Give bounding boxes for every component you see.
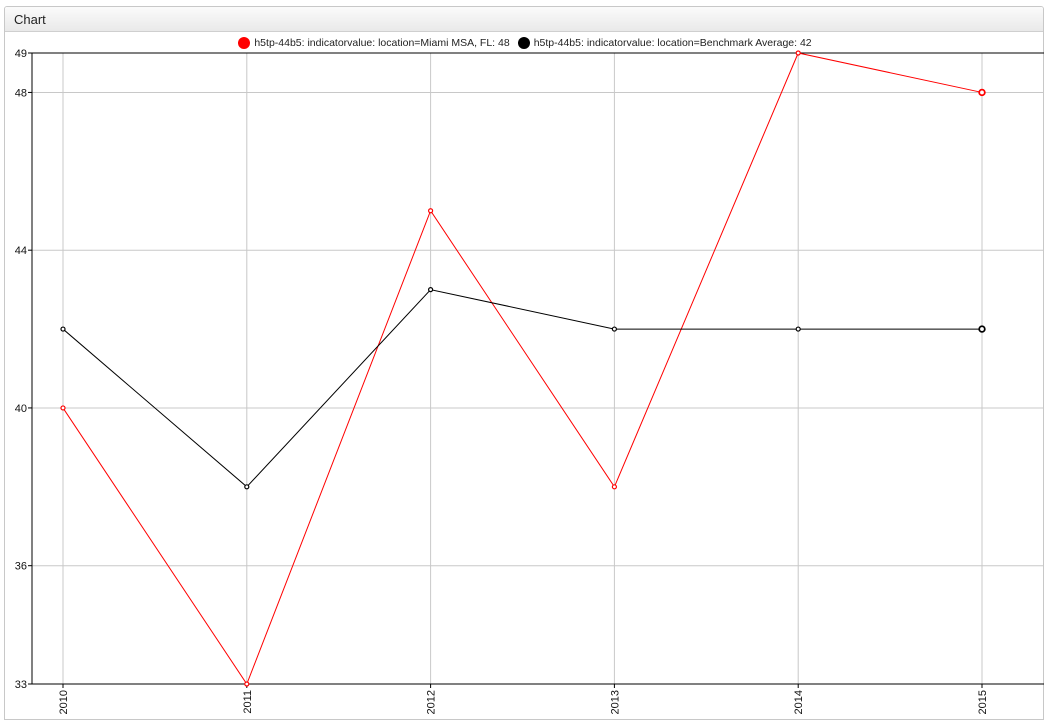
widget-header: Chart xyxy=(5,7,1043,32)
data-point[interactable] xyxy=(611,326,618,332)
x-tick-label: 2015 xyxy=(977,690,989,714)
legend-marker-icon xyxy=(238,37,251,49)
legend-marker-icon xyxy=(517,37,530,49)
y-tick-label: 49 xyxy=(15,48,27,60)
chart-legend: h5tp-44b5: indicatorvalue: location=Miam… xyxy=(5,33,1043,53)
y-tick-label: 36 xyxy=(15,561,27,573)
chart-widget: Chart h5tp-44b5: indicatorvalue: locatio… xyxy=(4,6,1044,720)
legend-item-miami[interactable]: h5tp-44b5: indicatorvalue: location=Miam… xyxy=(238,37,510,49)
data-point[interactable] xyxy=(795,50,801,56)
data-point[interactable] xyxy=(978,325,986,333)
data-point[interactable] xyxy=(60,405,66,411)
x-tick-label: 2011 xyxy=(242,690,254,714)
data-point[interactable] xyxy=(244,681,250,687)
data-point[interactable] xyxy=(60,326,66,332)
y-tick-label: 40 xyxy=(15,403,27,415)
legend-label: h5tp-44b5: indicatorvalue: location=Miam… xyxy=(254,37,510,49)
y-tick-label: 33 xyxy=(15,679,27,691)
data-point[interactable] xyxy=(244,484,250,490)
data-point[interactable] xyxy=(428,208,434,214)
legend-label: h5tp-44b5: indicatorvalue: location=Benc… xyxy=(533,37,812,49)
series-line-1 xyxy=(62,289,982,488)
series-line-0 xyxy=(62,52,983,686)
x-tick-label: 2012 xyxy=(426,690,438,714)
data-point[interactable] xyxy=(978,88,986,97)
legend-item-benchmark[interactable]: h5tp-44b5: indicatorvalue: location=Benc… xyxy=(517,37,812,49)
y-tick-label: 48 xyxy=(15,87,27,99)
x-tick-label: 2013 xyxy=(609,690,621,714)
x-tick-label: 2014 xyxy=(793,690,805,714)
y-tick-label: 44 xyxy=(15,245,27,257)
data-point[interactable] xyxy=(428,287,434,293)
x-tick-label: 2010 xyxy=(58,690,70,714)
widget-title: Chart xyxy=(14,12,46,27)
data-point[interactable] xyxy=(611,484,618,490)
data-point[interactable] xyxy=(795,326,801,332)
